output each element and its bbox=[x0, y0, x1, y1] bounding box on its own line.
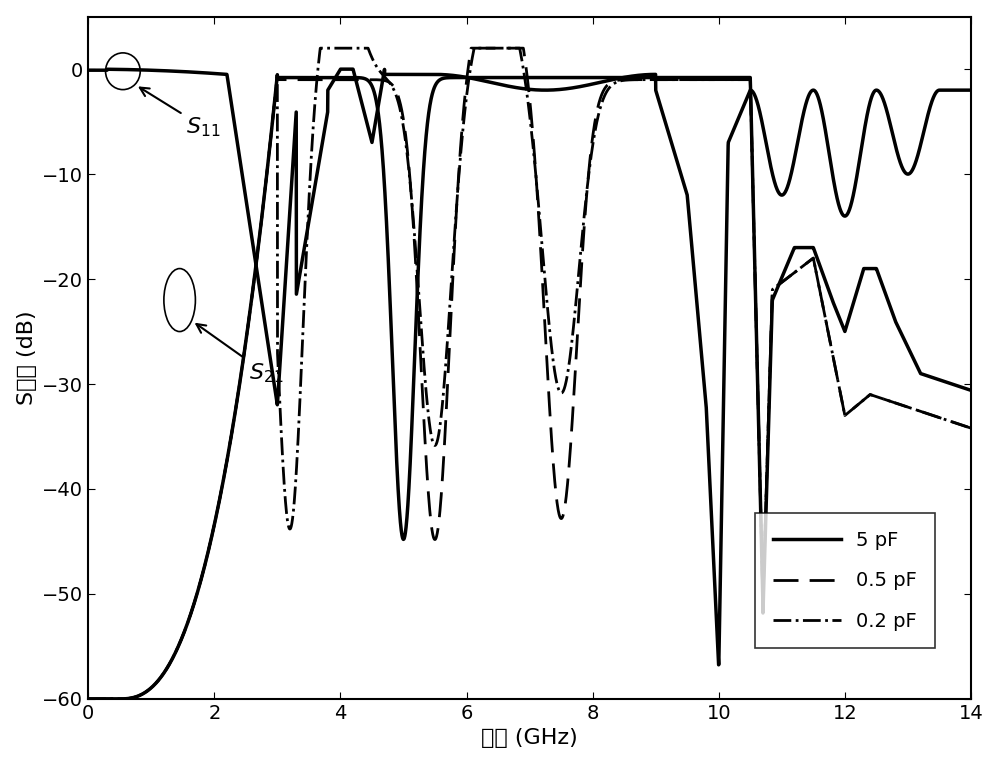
Line: 0.2 pF: 0.2 pF bbox=[88, 48, 971, 699]
0.2 pF bbox=[82, 695, 94, 704]
0.5 pF bbox=[82, 695, 94, 704]
Text: $S_{21}$: $S_{21}$ bbox=[196, 324, 283, 386]
0.5 pF bbox=[419, 444, 431, 454]
0.5 pF bbox=[808, 258, 820, 267]
0.2 pF bbox=[808, 258, 820, 267]
X-axis label: 频率 (GHz): 频率 (GHz) bbox=[481, 728, 578, 748]
5 pF bbox=[420, 137, 432, 146]
0.2 pF bbox=[243, 317, 255, 327]
5 pF bbox=[271, 70, 283, 80]
0.2 pF bbox=[656, 75, 668, 84]
0.5 pF bbox=[465, 44, 477, 53]
Y-axis label: S参数 (dB): S参数 (dB) bbox=[17, 311, 37, 405]
0.2 pF bbox=[314, 44, 326, 53]
5 pF bbox=[741, 73, 753, 82]
0.5 pF bbox=[612, 76, 624, 85]
5 pF bbox=[808, 246, 820, 255]
Line: 5 pF: 5 pF bbox=[88, 75, 971, 699]
Legend: 5 pF, 0.5 pF, 0.2 pF: 5 pF, 0.5 pF, 0.2 pF bbox=[755, 513, 935, 648]
5 pF bbox=[965, 386, 977, 395]
5 pF bbox=[656, 73, 668, 82]
Line: 0.5 pF: 0.5 pF bbox=[88, 48, 971, 699]
0.2 pF bbox=[741, 75, 753, 84]
0.2 pF bbox=[965, 424, 977, 433]
0.2 pF bbox=[420, 382, 432, 391]
5 pF bbox=[82, 695, 94, 704]
0.5 pF bbox=[965, 424, 977, 433]
0.5 pF bbox=[656, 75, 668, 84]
Text: $S_{11}$: $S_{11}$ bbox=[140, 87, 220, 138]
0.5 pF bbox=[741, 75, 753, 84]
0.2 pF bbox=[612, 77, 624, 86]
0.5 pF bbox=[243, 317, 255, 327]
5 pF bbox=[243, 317, 255, 327]
5 pF bbox=[612, 73, 624, 82]
